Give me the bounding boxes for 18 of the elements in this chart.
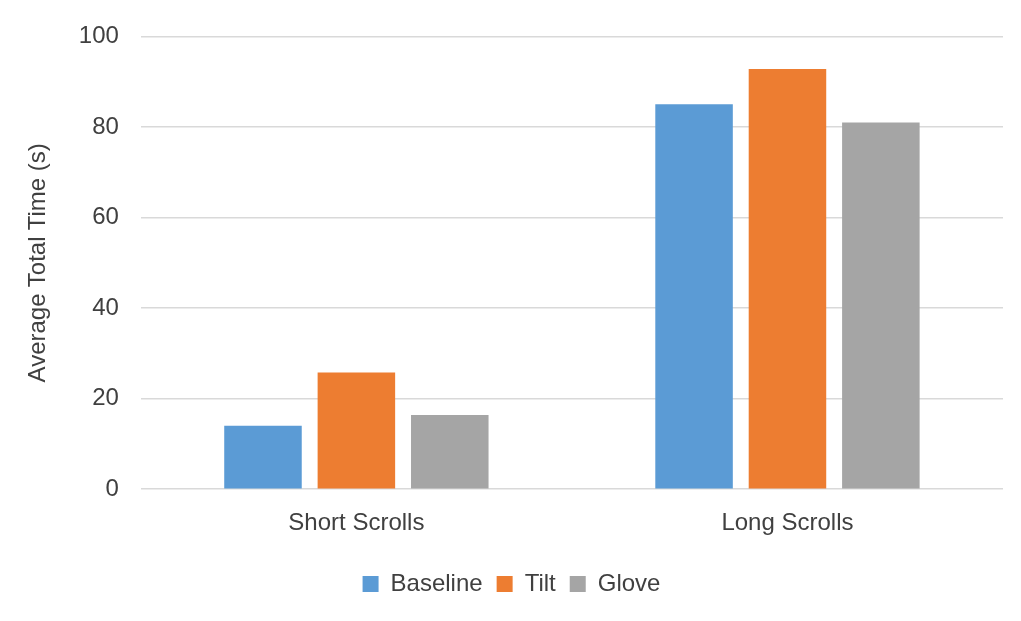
y-tick-label: 60: [92, 202, 119, 230]
x-tick-label: Long Scrolls: [721, 508, 854, 536]
y-tick-label: 100: [78, 21, 119, 49]
bar: [842, 122, 920, 489]
bar: [317, 372, 396, 489]
x-tick-label: Short Scrolls: [288, 508, 425, 536]
y-tick-label: 20: [92, 383, 119, 411]
bar: [748, 69, 827, 489]
y-tick-label: 0: [105, 473, 119, 501]
bar: [655, 104, 733, 489]
y-tick-label: 80: [92, 111, 119, 139]
bar: [224, 425, 302, 489]
legend-label: Glove: [597, 568, 661, 596]
y-axis-title: Average Total Time (s): [23, 143, 51, 383]
bar: [411, 414, 489, 489]
legend-label: Tilt: [524, 568, 557, 596]
y-tick-label: 40: [92, 292, 119, 320]
legend-label: Baseline: [390, 568, 483, 596]
